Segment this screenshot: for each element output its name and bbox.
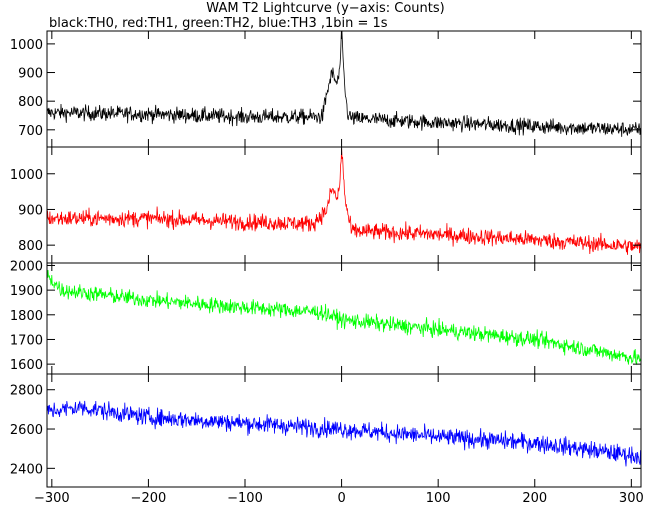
x-tick-label-300: 300 xyxy=(619,491,644,505)
y-tick-label-3-2400: 2400 xyxy=(10,462,43,477)
y-tick-label-2-1700: 1700 xyxy=(10,333,43,348)
panel-frame-0 xyxy=(46,30,642,148)
y-tick-label-1-900: 900 xyxy=(18,203,43,218)
x-tick-label--100: −100 xyxy=(227,491,263,505)
y-tick-label-3-2600: 2600 xyxy=(10,423,43,438)
x-tick-label-0: 0 xyxy=(337,491,345,505)
x-tick-label-100: 100 xyxy=(426,491,451,505)
y-tick-label-2-2000: 2000 xyxy=(10,259,43,274)
y-tick-label-1-1000: 1000 xyxy=(10,168,43,183)
y-tick-label-3-2800: 2800 xyxy=(10,384,43,399)
series-line-2 xyxy=(47,269,641,366)
y-tick-label-0-900: 900 xyxy=(18,67,43,82)
series-line-1 xyxy=(47,148,641,255)
y-tick-label-2-1800: 1800 xyxy=(10,309,43,324)
panel-0: 700 800 900 1000 xyxy=(10,30,642,148)
y-tick-label-2-1600: 1600 xyxy=(10,358,43,373)
x-tick-label-200: 200 xyxy=(522,491,547,505)
chart-title: WAM T2 Lightcurve (y−axis: Counts) xyxy=(206,1,445,16)
chart-subtitle: black:TH0, red:TH1, green:TH2, blue:TH3 … xyxy=(49,16,388,31)
y-tick-label-1-800: 800 xyxy=(18,239,43,254)
panel-1: 800 900 1000 xyxy=(10,146,642,264)
series-line-3 xyxy=(47,400,641,467)
y-tick-label-2-1900: 1900 xyxy=(10,284,43,299)
panel-2: 1600 1700 1800 1900 2000 xyxy=(10,259,642,375)
x-tick-label--300: −300 xyxy=(34,491,70,505)
y-tick-label-0-1000: 1000 xyxy=(10,38,43,53)
series-line-0 xyxy=(47,31,641,137)
panel-frame-3 xyxy=(46,373,642,488)
panel-3: 2400 2600 2800 xyxy=(10,373,642,488)
y-tick-label-0-700: 700 xyxy=(18,124,43,139)
y-tick-label-0-800: 800 xyxy=(18,95,43,110)
x-tick-label--200: −200 xyxy=(131,491,167,505)
